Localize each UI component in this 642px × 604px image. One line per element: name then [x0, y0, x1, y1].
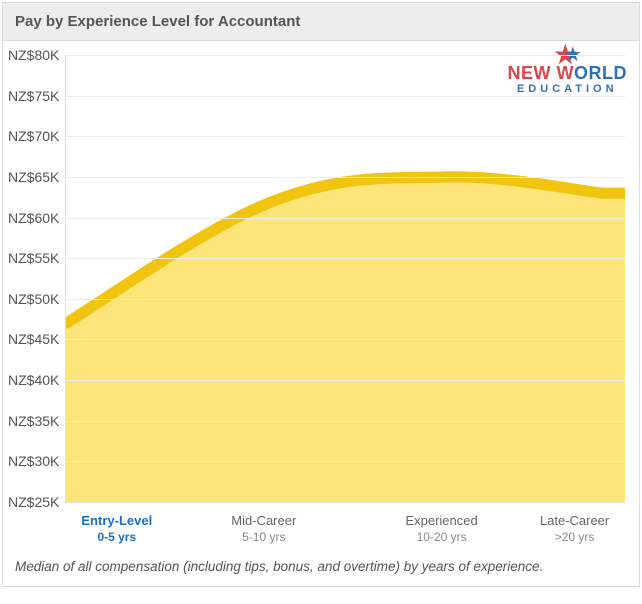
chart-area: ★★ NEW WORLD EDUCATION NZ$25KNZ$30KNZ$35…: [3, 41, 639, 586]
y-tick-label: NZ$70K: [4, 128, 60, 144]
y-tick-label: NZ$25K: [4, 494, 60, 510]
plot-region: NZ$25KNZ$30KNZ$35KNZ$40KNZ$45KNZ$50KNZ$5…: [65, 55, 625, 503]
x-category-label: Entry-Level: [65, 513, 169, 530]
x-category-sublabel: 0-5 yrs: [65, 530, 169, 546]
gridline: [66, 136, 625, 137]
gridline: [66, 339, 625, 340]
x-category-label: Late-Career: [524, 513, 625, 530]
y-tick-label: NZ$60K: [4, 210, 60, 226]
gridline: [66, 461, 625, 462]
gridline: [66, 96, 625, 97]
y-tick-label: NZ$45K: [4, 331, 60, 347]
gridline: [66, 299, 625, 300]
x-category-exp[interactable]: Experienced10-20 yrs: [359, 511, 524, 553]
y-tick-label: NZ$55K: [4, 250, 60, 266]
gridline: [66, 55, 625, 56]
chart-caption: Median of all compensation (including ti…: [3, 553, 629, 586]
area-chart-svg: [66, 55, 625, 502]
y-tick-label: NZ$50K: [4, 291, 60, 307]
gridline: [66, 421, 625, 422]
x-category-entry[interactable]: Entry-Level0-5 yrs: [65, 511, 169, 553]
chart-panel: Pay by Experience Level for Accountant ★…: [2, 2, 640, 587]
x-category-sublabel: >20 yrs: [524, 530, 625, 546]
gridline: [66, 380, 625, 381]
x-category-label: Experienced: [359, 513, 524, 530]
panel-title: Pay by Experience Level for Accountant: [3, 3, 639, 41]
x-category-label: Mid-Career: [169, 513, 359, 530]
y-tick-label: NZ$40K: [4, 372, 60, 388]
y-tick-label: NZ$65K: [4, 169, 60, 185]
x-category-late[interactable]: Late-Career>20 yrs: [524, 511, 625, 553]
y-tick-label: NZ$35K: [4, 413, 60, 429]
y-tick-label: NZ$30K: [4, 453, 60, 469]
x-category-mid[interactable]: Mid-Career5-10 yrs: [169, 511, 359, 553]
gridline: [66, 177, 625, 178]
gridline: [66, 218, 625, 219]
y-tick-label: NZ$80K: [4, 47, 60, 63]
x-category-sublabel: 10-20 yrs: [359, 530, 524, 546]
x-category-sublabel: 5-10 yrs: [169, 530, 359, 546]
x-axis: Entry-Level0-5 yrsMid-Career5-10 yrsExpe…: [65, 511, 625, 553]
y-tick-label: NZ$75K: [4, 88, 60, 104]
gridline: [66, 258, 625, 259]
